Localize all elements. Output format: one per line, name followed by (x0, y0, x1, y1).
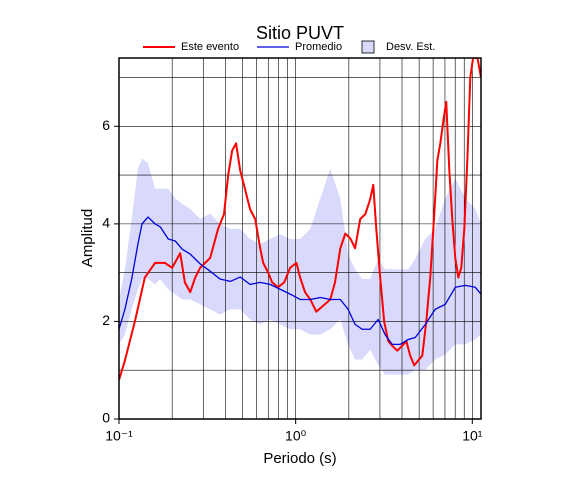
x-tick-label: 10⁻¹ (105, 428, 133, 444)
plot-frame (118, 57, 482, 420)
y-tick-label: 0 (102, 410, 110, 426)
chart-title: Sitio PUVT (256, 23, 344, 43)
y-tick-label: 4 (102, 215, 110, 231)
line-group (119, 58, 481, 381)
x-tick-label: 10¹ (462, 428, 483, 444)
legend-label: Desv. Est. (386, 41, 435, 53)
std-band (119, 158, 481, 375)
series-line (119, 216, 481, 346)
legend-label: Este evento (181, 41, 239, 53)
y-axis-label: Amplitud (79, 209, 96, 267)
legend-swatch (361, 40, 375, 54)
legend-label: Promedio (295, 41, 342, 53)
grid-group (118, 58, 481, 420)
y-tick-label: 6 (102, 117, 110, 133)
band-group (119, 158, 481, 375)
y-tick-label: 2 (102, 312, 110, 328)
x-tick-label: 10⁰ (285, 428, 307, 444)
x-axis-label: Periodo (s) (263, 450, 336, 467)
series-line (119, 58, 481, 381)
